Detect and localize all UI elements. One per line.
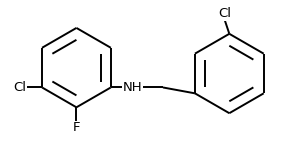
Text: NH: NH [122,81,142,94]
Text: Cl: Cl [218,7,231,20]
Text: Cl: Cl [14,81,27,94]
Text: F: F [73,121,80,134]
